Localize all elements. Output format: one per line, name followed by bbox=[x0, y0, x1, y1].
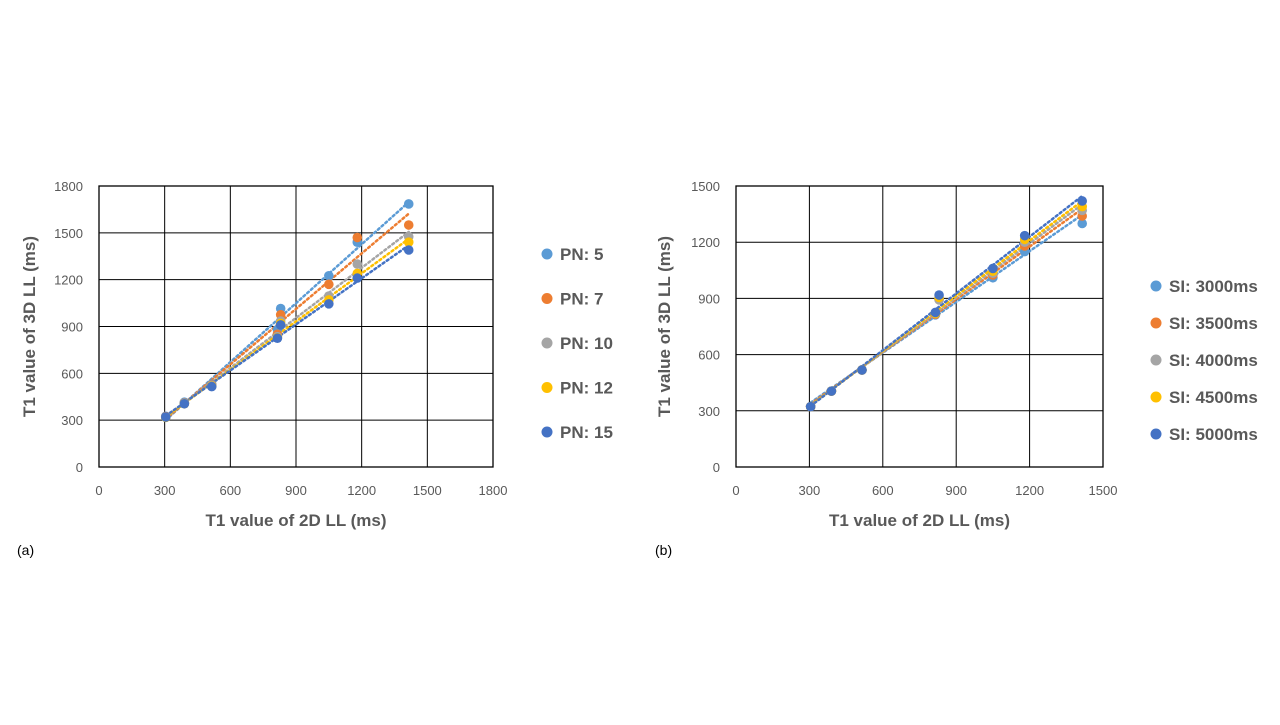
legend-marker bbox=[541, 293, 553, 304]
legend-marker bbox=[1150, 280, 1162, 292]
data-point-pn-15 bbox=[272, 333, 283, 344]
data-point-si-5000ms bbox=[988, 263, 998, 274]
y-tick-label: 300 bbox=[61, 413, 83, 428]
legend-marker bbox=[1150, 428, 1162, 440]
data-point-si-5000ms bbox=[934, 290, 944, 300]
legend-label: PN: 10 bbox=[560, 334, 613, 353]
x-tick-label: 1800 bbox=[479, 483, 508, 498]
data-point-si-3000ms bbox=[1077, 218, 1088, 229]
legend-marker bbox=[1150, 317, 1162, 329]
data-point-pn-15 bbox=[352, 273, 363, 283]
trendline-pn-7 bbox=[164, 212, 410, 421]
y-tick-label: 1800 bbox=[54, 179, 83, 194]
legend-marker bbox=[1150, 354, 1162, 366]
y-tick-label: 600 bbox=[61, 366, 83, 381]
x-tick-label: 900 bbox=[285, 483, 307, 498]
x-tick-label: 900 bbox=[945, 483, 967, 498]
data-point-si-5000ms bbox=[1019, 230, 1030, 241]
data-point-pn-5 bbox=[324, 270, 334, 281]
legend-marker bbox=[541, 426, 553, 438]
panel-b: 0 300 600 900 1200 1500 0 300 600 900 1200 1500 T1 v… bbox=[655, 179, 1258, 558]
x-axis-title: T1 value of 2D LL (ms) bbox=[829, 511, 1010, 530]
legend-label: SI: 3000ms bbox=[1169, 277, 1258, 296]
x-axis-title: T1 value of 2D LL (ms) bbox=[205, 511, 386, 530]
data-point-pn-15 bbox=[324, 299, 334, 309]
legend-label: SI: 3500ms bbox=[1169, 314, 1258, 333]
data-point-pn-10 bbox=[352, 259, 363, 269]
y-tick-label: 900 bbox=[61, 320, 83, 335]
data-point-pn-7 bbox=[403, 220, 414, 230]
data-point-pn-15 bbox=[160, 412, 171, 422]
panel-label: (b) bbox=[655, 542, 672, 558]
trendline-pn-15 bbox=[164, 244, 410, 417]
data-point-pn-7 bbox=[352, 232, 363, 243]
y-tick-label: 300 bbox=[698, 404, 720, 419]
y-tick-label: 0 bbox=[713, 460, 720, 475]
x-tick-label: 0 bbox=[732, 483, 739, 498]
y-tick-label: 1500 bbox=[691, 179, 720, 194]
legend-label: SI: 5000ms bbox=[1169, 425, 1258, 444]
legend-marker bbox=[541, 382, 553, 393]
y-tick-label: 600 bbox=[698, 348, 720, 363]
legend-label: PN: 5 bbox=[560, 245, 603, 264]
x-tick-label: 1500 bbox=[413, 483, 442, 498]
legend-label: SI: 4500ms bbox=[1169, 388, 1258, 407]
x-tick-label: 1200 bbox=[1015, 483, 1044, 498]
y-tick-label: 900 bbox=[698, 291, 720, 306]
data-point-si-5000ms bbox=[930, 307, 941, 318]
data-point-pn-15 bbox=[275, 320, 286, 330]
y-tick-label: 1200 bbox=[691, 235, 720, 250]
legend-label: PN: 7 bbox=[560, 290, 603, 309]
legend-marker bbox=[541, 248, 553, 260]
legend-marker bbox=[541, 337, 553, 349]
panel-a: 0 300 600 900 1200 1500 1800 0 300 600 900 1200 1500… bbox=[17, 179, 613, 558]
legend-label: SI: 4000ms bbox=[1169, 351, 1258, 370]
y-axis-title: T1 value of 3D LL (ms) bbox=[655, 236, 674, 417]
x-tick-label: 0 bbox=[95, 483, 102, 498]
data-point-pn-5 bbox=[403, 199, 414, 209]
x-tick-label: 600 bbox=[219, 483, 241, 498]
y-tick-label: 0 bbox=[76, 460, 83, 475]
data-point-pn-15 bbox=[403, 245, 414, 255]
data-point-pn-7 bbox=[324, 279, 334, 290]
legend-marker bbox=[1150, 391, 1162, 403]
x-tick-label: 600 bbox=[872, 483, 894, 498]
data-point-si-5000ms bbox=[857, 365, 867, 375]
data-point-pn-15 bbox=[179, 398, 190, 409]
legend-label: PN: 15 bbox=[560, 423, 613, 442]
panel-label: (a) bbox=[17, 542, 34, 558]
x-tick-label: 1500 bbox=[1089, 483, 1118, 498]
trendline-si-5000ms bbox=[809, 194, 1084, 408]
trendline-pn-5 bbox=[164, 200, 410, 422]
x-tick-label: 1200 bbox=[347, 483, 376, 498]
y-axis-title: T1 value of 3D LL (ms) bbox=[20, 236, 39, 417]
data-point-si-5000ms bbox=[826, 386, 837, 396]
y-tick-label: 1500 bbox=[54, 226, 83, 241]
data-point-si-5000ms bbox=[805, 401, 816, 412]
legend-label: PN: 12 bbox=[560, 379, 613, 398]
x-tick-label: 300 bbox=[154, 483, 176, 498]
data-point-pn-12 bbox=[403, 237, 414, 247]
y-tick-label: 1200 bbox=[54, 273, 83, 288]
x-tick-label: 300 bbox=[799, 483, 821, 498]
data-point-si-5000ms bbox=[1077, 196, 1088, 206]
data-point-pn-15 bbox=[206, 381, 217, 392]
